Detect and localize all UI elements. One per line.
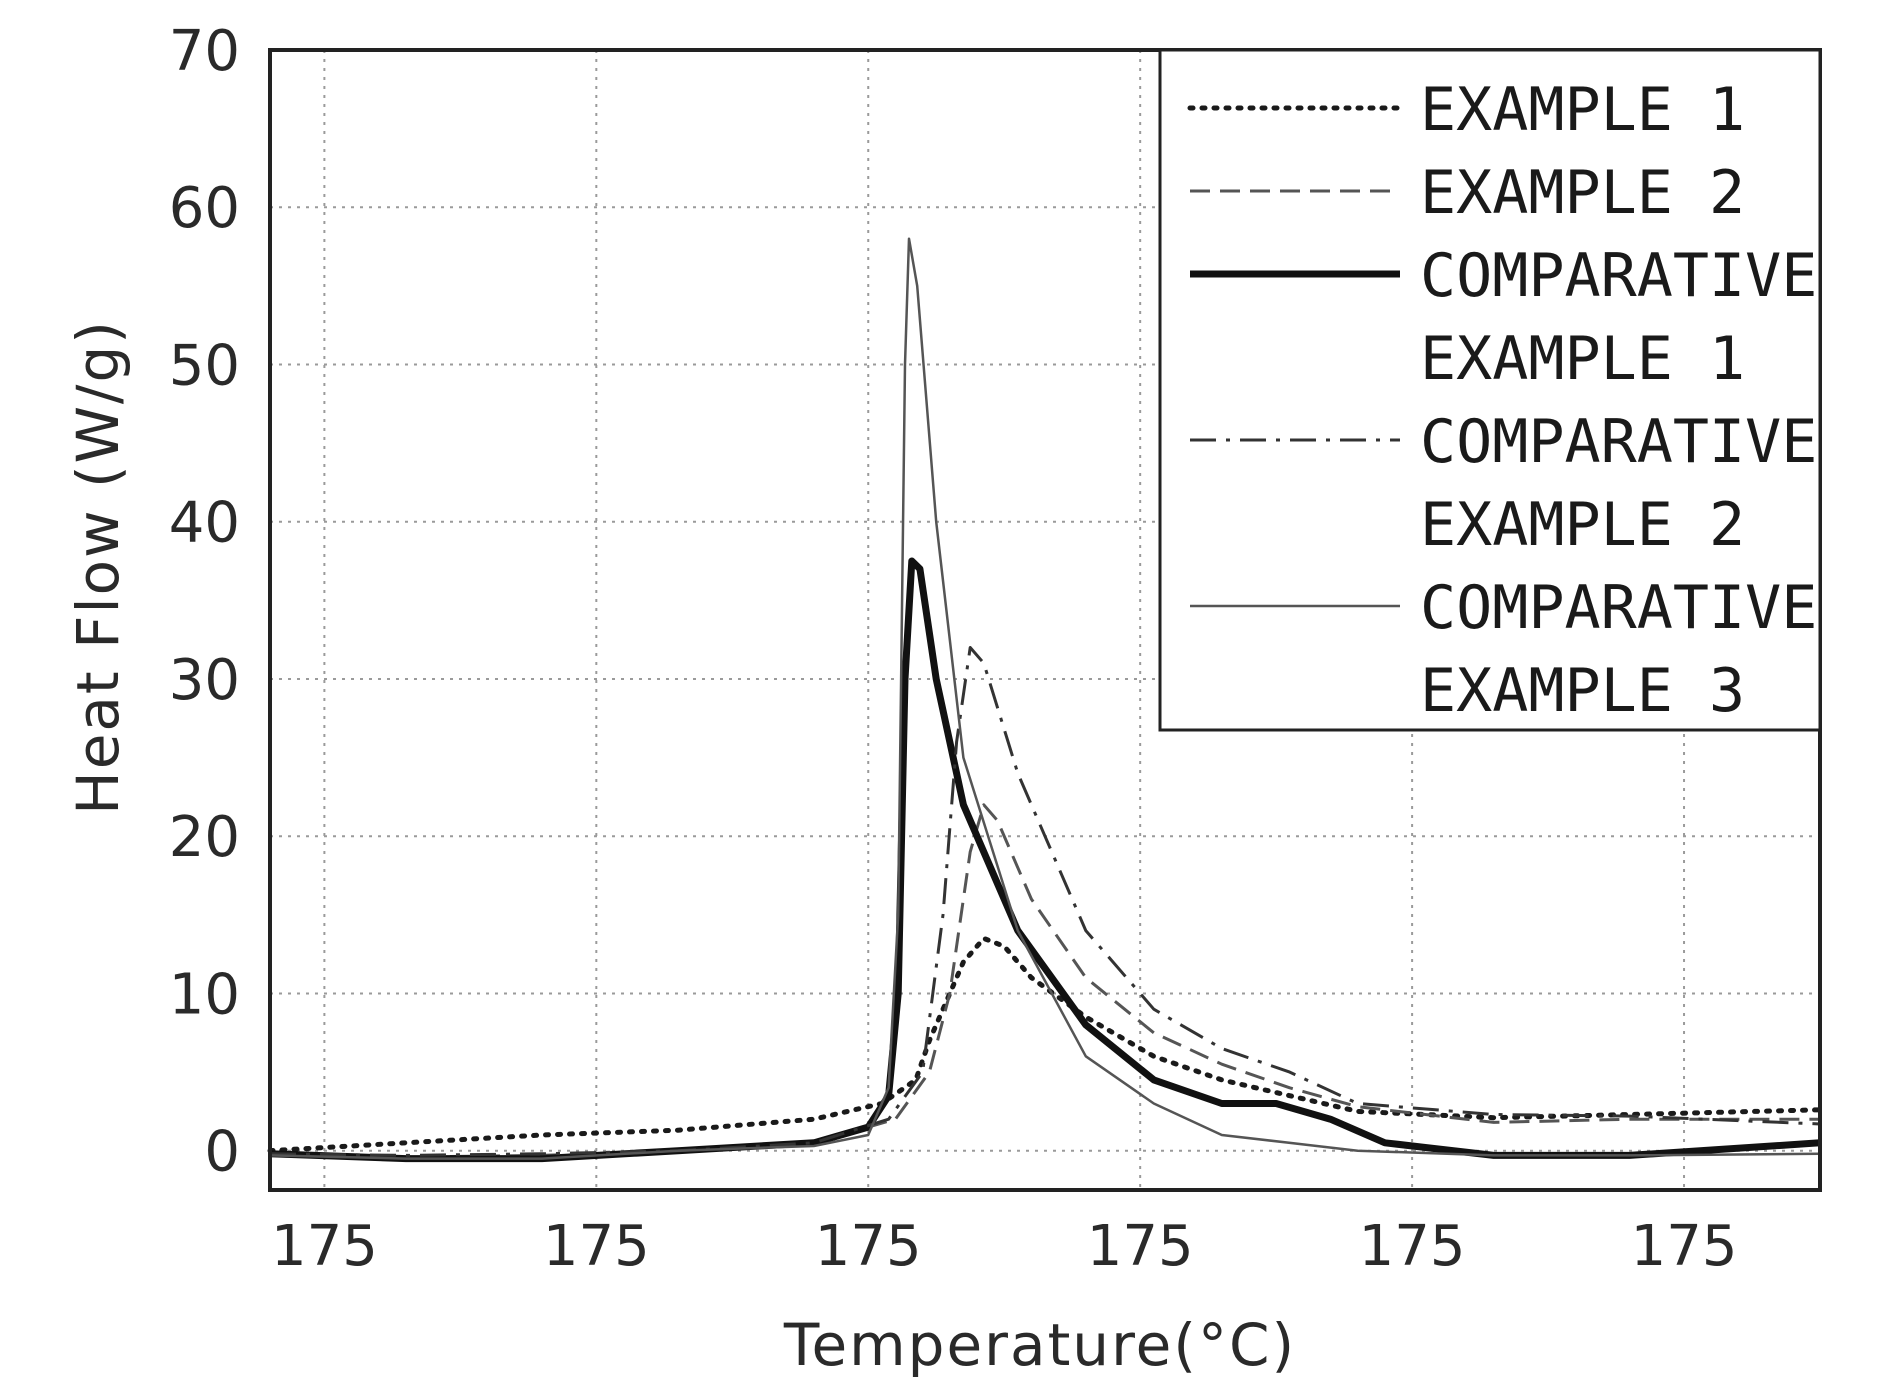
series-line-1 [267,935,1823,1154]
x-tick-label: 175 [543,1214,650,1279]
y-tick-label: 50 [169,333,240,398]
y-tick-label: 70 [169,19,240,84]
series-line-5 [269,237,1821,1160]
legend-label: EXAMPLE 1 [1420,75,1745,145]
legend-label: COMPARATIVE [1420,573,1817,643]
x-tick-label: 175 [1631,1214,1738,1279]
legend-label: COMPARATIVE [1420,407,1817,477]
y-tick-label: 0 [204,1120,240,1185]
y-tick-label: 40 [169,491,240,556]
x-tick-label: 175 [1359,1214,1466,1279]
legend-label: COMPARATIVE [1420,241,1817,311]
series-line-3 [269,557,1821,1163]
y-tick-label: 30 [169,648,240,713]
y-axis-title: Heat Flow (W/g) [64,319,132,815]
y-tick-label: 60 [169,176,240,241]
legend: EXAMPLE 1 EXAMPLE 2 COMPARATIVE EXAMPLE 1 CO… [1158,48,1822,732]
x-tick-label: 175 [271,1214,378,1279]
x-axis-title: Temperature(°C) [783,1311,1296,1379]
legend-label: EXAMPLE 2 [1420,490,1745,560]
legend-box [1158,48,1822,732]
legend-label: EXAMPLE 1 [1420,324,1745,394]
y-tick-label: 20 [169,805,240,870]
x-tick-label: 175 [1087,1214,1194,1279]
legend-label: EXAMPLE 2 [1420,158,1745,228]
series-line-4 [269,646,1821,1157]
data-series [267,237,1823,1163]
axis-ticks: 0 10 20 30 40 50 60 70 175 175 175 175 175 175 [169,19,1738,1279]
legend-label: EXAMPLE 3 [1420,656,1745,726]
y-tick-label: 10 [169,962,240,1027]
x-tick-label: 175 [815,1214,922,1279]
